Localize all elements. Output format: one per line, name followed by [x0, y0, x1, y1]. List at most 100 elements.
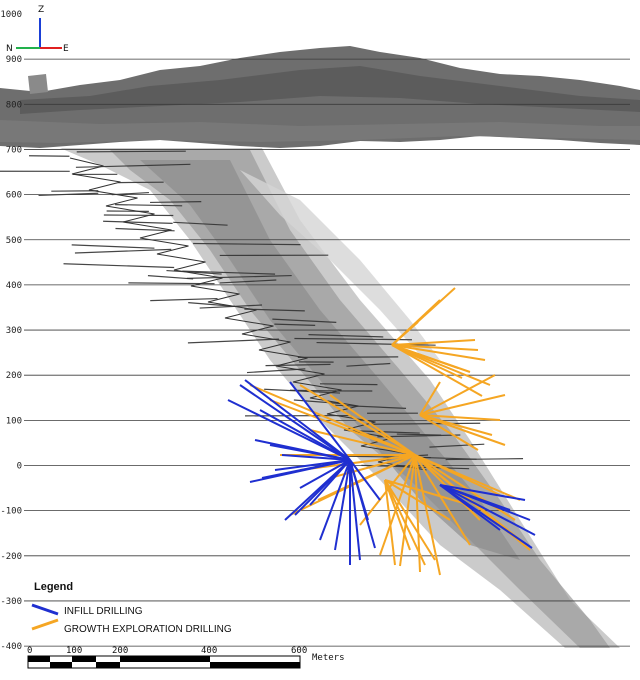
scale-unit: Meters	[312, 653, 345, 663]
scale-bar: 0 100 200 400 600 Meters	[27, 646, 345, 669]
growth-hole	[384, 479, 451, 521]
infill-hole	[259, 409, 351, 461]
growth-hole	[391, 344, 486, 361]
existing-hole	[75, 163, 191, 168]
growth-hole	[384, 479, 396, 566]
growth-hole	[384, 479, 426, 566]
orientation-triad: Z N E	[6, 5, 69, 54]
elevation-tick-300: 300	[6, 326, 22, 336]
scale-seg-1	[28, 656, 50, 662]
existing-hole	[74, 248, 172, 254]
existing-hole	[346, 362, 391, 367]
elevation-tick-0: 0	[17, 462, 22, 472]
growth-hole	[384, 479, 411, 551]
existing-hole	[193, 242, 301, 246]
legend-label-infill: INFILL DRILLING	[64, 606, 143, 617]
existing-hole	[173, 221, 228, 226]
existing-hole	[150, 201, 202, 204]
elevation-tick-100: 100	[6, 416, 22, 426]
infill-hole	[349, 459, 361, 561]
infill-hole	[299, 459, 351, 489]
elevation-tick--400: -400	[0, 642, 22, 652]
growth-hole	[249, 384, 416, 456]
existing-hole	[76, 150, 186, 153]
growth-hole	[419, 414, 506, 446]
elevation-tick--200: -200	[0, 552, 22, 562]
growth-hole	[359, 454, 416, 526]
growth-hole	[419, 414, 479, 451]
existing-hole	[293, 399, 345, 405]
elevation-tick-1000: 1000	[0, 10, 22, 20]
existing-hole	[147, 275, 194, 280]
legend-label-growth: GROWTH EXPLORATION DRILLING	[64, 624, 232, 635]
scale-label-400: 400	[201, 646, 217, 656]
growth-hole	[384, 479, 471, 506]
growth-hole	[399, 454, 416, 567]
growth-hole	[419, 394, 506, 416]
growth-hole	[384, 479, 436, 561]
infill-hole	[239, 384, 351, 461]
scale-seg-3	[72, 656, 96, 662]
infill-hole	[269, 444, 351, 461]
growth-hole	[414, 454, 516, 521]
infill-hole	[281, 454, 351, 461]
growth-hole	[329, 394, 416, 456]
existing-hole	[219, 279, 277, 284]
growth-hole	[419, 381, 441, 416]
growth-hole	[419, 414, 501, 421]
growth-hole	[269, 399, 416, 456]
existing-hole	[294, 337, 412, 341]
infill-hole	[227, 399, 351, 461]
growth-hole	[419, 374, 496, 416]
existing-hole	[308, 334, 384, 338]
infill-hole	[249, 459, 351, 483]
elevation-tick-200: 200	[6, 371, 22, 381]
legend: Legend INFILL DRILLING GROWTH EXPLORATIO…	[31, 581, 232, 635]
surface-ridge-shading	[20, 66, 640, 114]
scale-seg-5	[120, 656, 210, 662]
infill-hole	[439, 484, 501, 531]
n-axis-label: N	[6, 44, 13, 54]
existing-hole	[115, 227, 175, 232]
orebody-highlight	[240, 170, 440, 360]
elevation-tick--300: -300	[0, 597, 22, 607]
existing-hole	[63, 263, 175, 269]
infill-hole	[289, 381, 351, 461]
existing-hole	[103, 220, 173, 224]
existing-hole	[71, 244, 155, 249]
elevation-tick-800: 800	[6, 100, 22, 110]
infill-hole	[334, 459, 351, 551]
elevation-tick-500: 500	[6, 236, 22, 246]
existing-hole	[186, 274, 292, 280]
existing-hole	[316, 341, 436, 346]
growth-hole	[391, 344, 459, 369]
infill-hole	[309, 459, 351, 506]
surface-lower-band	[0, 120, 640, 143]
elevation-tick--100: -100	[0, 507, 22, 517]
infill-hole	[439, 484, 511, 511]
existing-hole	[370, 422, 481, 425]
infill-drillholes	[227, 379, 536, 565]
infill-hole	[349, 459, 381, 501]
existing-hole	[264, 388, 341, 394]
growth-hole	[309, 429, 416, 456]
growth-hole	[414, 454, 521, 501]
legend-swatch-growth	[31, 618, 59, 631]
existing-hole	[115, 204, 183, 207]
infill-hole	[244, 379, 351, 461]
elevation-tick-700: 700	[6, 145, 22, 155]
elevation-gridlines	[24, 58, 630, 647]
existing-hole	[445, 458, 524, 461]
existing-hole	[272, 318, 337, 323]
e-axis-label: E	[63, 44, 69, 54]
elevation-tick-900: 900	[6, 55, 22, 65]
infill-hole	[319, 459, 351, 541]
existing-hole	[396, 433, 442, 436]
existing-hole	[319, 383, 378, 386]
surface-topography	[0, 46, 640, 148]
growth-hole	[414, 454, 441, 576]
legend-swatch-infill	[31, 603, 59, 616]
infill-hole	[439, 484, 536, 536]
